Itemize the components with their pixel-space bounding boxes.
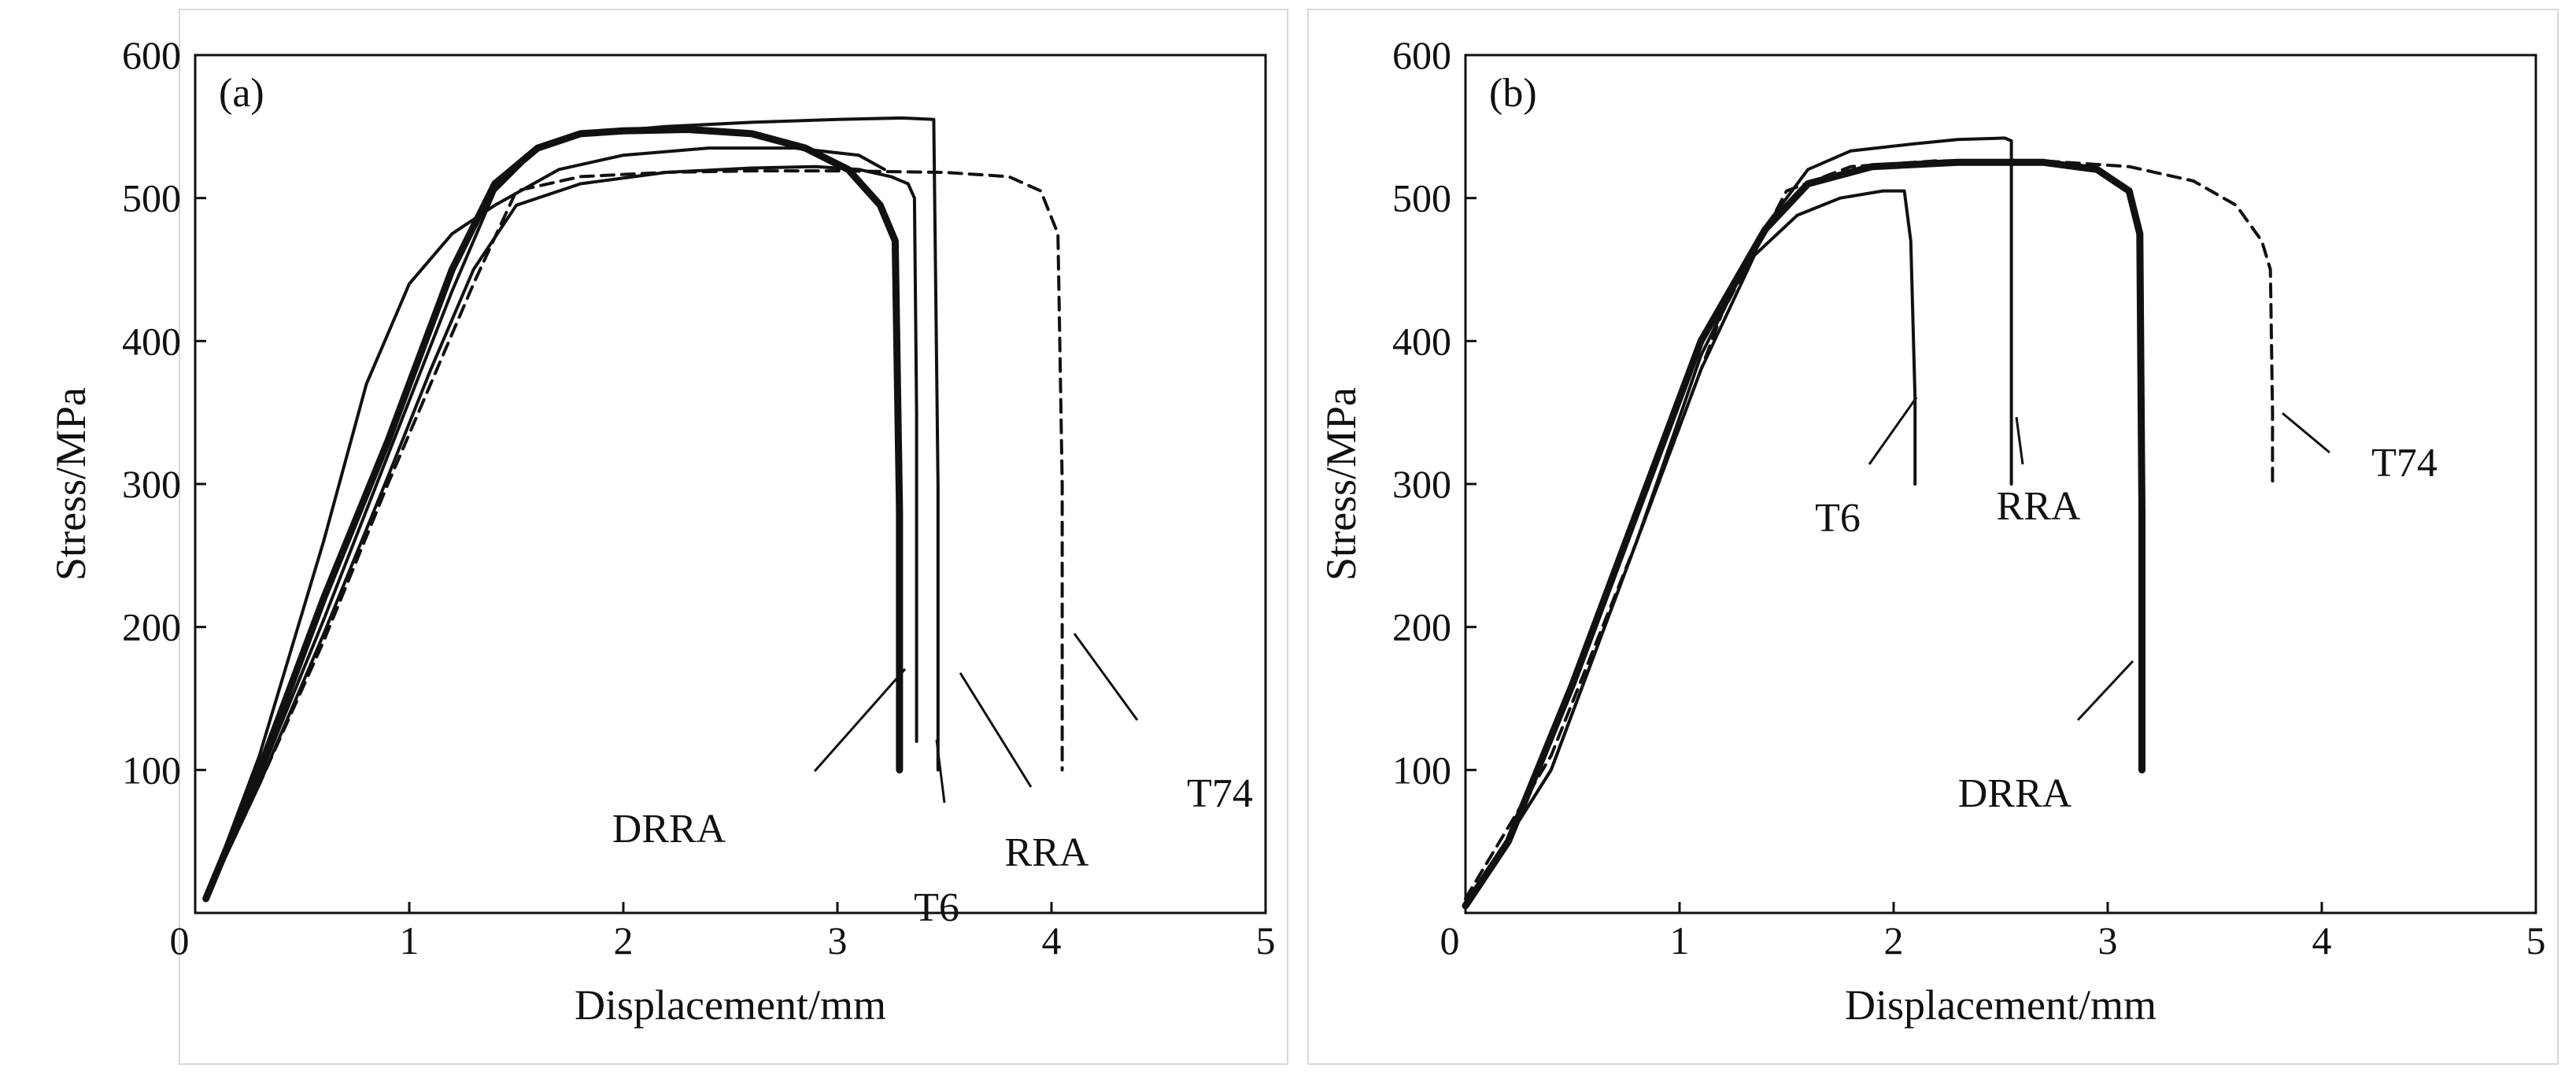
series-line-drra: [1462, 158, 2145, 910]
series-line-rra: [1464, 136, 2013, 907]
annotation-leader-drra: [2076, 660, 2134, 722]
x-tick-label: 2: [1884, 918, 1904, 963]
x-tick-label: 4: [1042, 918, 1062, 963]
y-tick-label: 400: [1392, 319, 1451, 363]
y-tick-label: 100: [122, 748, 181, 792]
x-tick-label: 4: [2312, 918, 2332, 963]
annotation-label-drra: DRRA: [612, 807, 726, 852]
annotation-leader-t74: [2282, 412, 2330, 454]
series-line-t74: [204, 169, 1064, 900]
annotation-label-t6: T6: [914, 885, 959, 930]
annotation-label-t74: T74: [2371, 441, 2437, 486]
y-axis-label: Stress/MPa: [47, 387, 94, 581]
x-tick-label: 3: [2098, 918, 2118, 963]
annotation-label-t6: T6: [1815, 496, 1861, 541]
annotation-leader-rra: [2015, 416, 2024, 465]
series-line-drra: [202, 126, 904, 903]
annotation-leader-rra: [959, 672, 1033, 788]
series-line-rra: [204, 116, 940, 900]
y-tick-label: 600: [122, 33, 181, 77]
y-tick-label: 100: [1392, 748, 1451, 792]
annotation-label-rra: RRA: [1997, 484, 2081, 529]
x-tick-label: 0: [1440, 918, 1460, 963]
x-tick-label: 5: [2526, 918, 2546, 963]
x-tick-label: 5: [1256, 918, 1276, 963]
series-line-t74: [1464, 159, 2275, 900]
series-line-t6: [204, 164, 918, 900]
y-tick-label: 300: [1392, 462, 1451, 506]
annotation-label-rra: RRA: [1005, 830, 1089, 875]
annotation-label-drra: DRRA: [1958, 771, 2072, 816]
chart-panel-a: 100 200 300 400 500 600 0 1 2 3 4 5 Displacement/mm S…: [47, 9, 1288, 1065]
x-tick-label: 2: [614, 918, 634, 963]
y-tick-label: 500: [1392, 176, 1451, 220]
panel-border: [179, 9, 1288, 1065]
x-axis-label: Displacement/mm: [575, 981, 886, 1029]
y-tick-label: 200: [1392, 605, 1451, 649]
x-tick-label: 3: [828, 918, 848, 963]
annotation-label-t74: T74: [1187, 771, 1253, 816]
plot-frame: [194, 54, 1267, 915]
chart-panel-b: 100 200 300 400 500 600 0 1 2 3 4 5 Displacement/mm S…: [1307, 9, 2559, 1065]
x-tick-label: 0: [170, 918, 190, 963]
panel-label: (b): [1489, 71, 1537, 116]
series-line-unlabeled: [204, 146, 886, 900]
y-tick-label: 300: [122, 462, 181, 506]
annotation-leader-t74: [1073, 633, 1139, 721]
annotation-leader-t6: [935, 739, 946, 804]
y-axis-label: Stress/MPa: [1318, 387, 1365, 581]
x-axis-label: Displacement/mm: [1845, 981, 2157, 1029]
y-tick-label: 200: [122, 605, 181, 649]
panel-label: (a): [219, 71, 264, 116]
x-tick-label: 1: [1670, 918, 1690, 963]
y-tick-label: 400: [122, 319, 181, 363]
x-tick-label: 1: [400, 918, 419, 963]
annotation-leader-drra: [813, 668, 907, 772]
panel-border: [1307, 9, 2559, 1065]
y-tick-label: 600: [1392, 33, 1451, 77]
annotation-leader-t6: [1868, 397, 1918, 465]
y-tick-label: 500: [122, 176, 181, 220]
